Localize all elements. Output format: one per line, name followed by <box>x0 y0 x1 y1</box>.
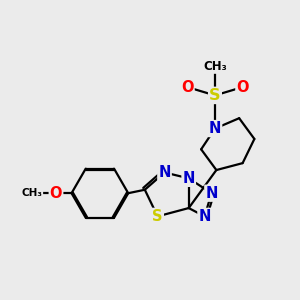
Text: N: N <box>182 171 195 186</box>
Text: S: S <box>209 88 221 103</box>
Text: N: N <box>198 209 211 224</box>
Text: N: N <box>158 165 171 180</box>
Text: S: S <box>152 209 163 224</box>
Text: CH₃: CH₃ <box>203 60 227 73</box>
Text: CH₃: CH₃ <box>21 188 42 198</box>
Text: N: N <box>205 186 218 201</box>
Text: O: O <box>50 186 62 201</box>
Text: O: O <box>236 80 249 94</box>
Text: N: N <box>209 121 221 136</box>
Text: O: O <box>181 80 194 94</box>
